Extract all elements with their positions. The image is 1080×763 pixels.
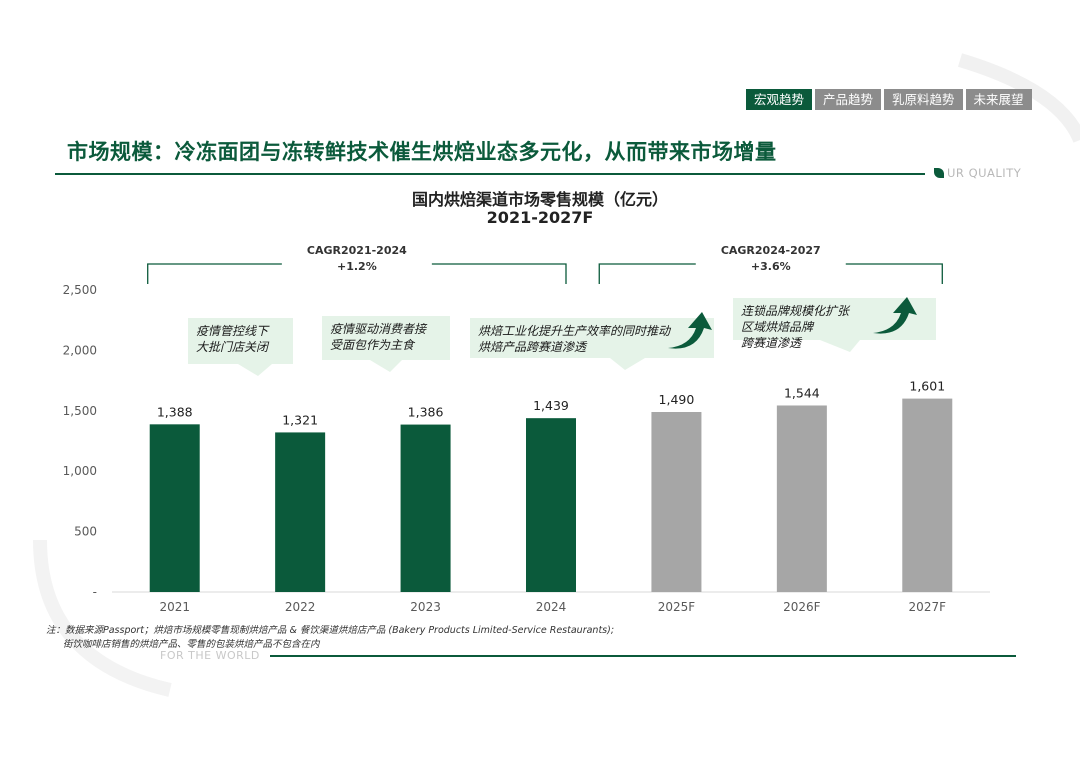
footer-tag: FOR THE WORLD bbox=[160, 649, 260, 662]
bar-2022 bbox=[275, 432, 326, 592]
data-label: 1,321 bbox=[282, 412, 318, 427]
callout-bread-staple-text: 受面包作为主食 bbox=[330, 338, 416, 352]
y-tick-label: 500 bbox=[74, 525, 97, 539]
data-label: 1,544 bbox=[784, 385, 820, 400]
footer-divider bbox=[270, 655, 1016, 657]
callout-pandemic-closure-box bbox=[188, 318, 293, 364]
chart-subtitle: 2021-2027F bbox=[486, 208, 594, 227]
cagr-2024-2027-bracket-left bbox=[598, 263, 696, 284]
callout-chain-expansion-text: 区域烘焙品牌 bbox=[741, 320, 815, 334]
cagr-2021-2024-bracket-right bbox=[431, 263, 567, 284]
x-tick-label: 2027F bbox=[909, 600, 947, 614]
brand-tag-text: UR QUALITY bbox=[947, 166, 1022, 180]
tab-future-outlook[interactable]: 未来展望 bbox=[965, 89, 1032, 110]
callout-bread-staple-text: 疫情驱动消费者接 bbox=[330, 322, 428, 336]
x-tick-label: 2021 bbox=[159, 600, 190, 614]
x-tick-label: 2026F bbox=[783, 600, 821, 614]
y-tick-label: - bbox=[93, 585, 97, 599]
callout-bread-staple-box bbox=[322, 316, 450, 360]
data-label: 1,490 bbox=[659, 392, 695, 407]
page-title: 市场规模：冷冻面团与冻转鲜技术催生烘焙业态多元化，从而带来市场增量 bbox=[67, 140, 777, 164]
y-tick-label: 1,000 bbox=[63, 464, 97, 478]
y-tick-label: 1,500 bbox=[63, 404, 97, 418]
callout-chain-expansion-pointer bbox=[820, 340, 860, 352]
x-tick-label: 2024 bbox=[536, 600, 567, 614]
bar-2023 bbox=[400, 424, 451, 592]
callout-chain-expansion-text: 跨赛道渗透 bbox=[741, 336, 803, 350]
callout-industrialization-box bbox=[470, 318, 714, 358]
callout-industrialization-text: 烘焙产品跨赛道渗透 bbox=[478, 340, 588, 354]
cagr-2021-2024-bracket-left bbox=[147, 263, 282, 284]
footnote-source: 注：数据来源Passport；烘焙市场规模零售现制烘焙产品 & 餐饮渠道烘焙店产… bbox=[46, 625, 615, 636]
callout-industrialization-pointer bbox=[610, 358, 645, 370]
cagr-2024-2027-label: CAGR2024-2027 bbox=[721, 244, 821, 257]
callout-pandemic-closure-text: 大批门店关闭 bbox=[196, 340, 270, 354]
bar-2026F bbox=[776, 405, 827, 592]
brand-tag: UR QUALITY bbox=[934, 166, 1021, 180]
title-divider bbox=[55, 173, 925, 175]
footnote-exclusion: 街饮咖啡店销售的烘焙产品、零售的包装烘焙产品不包含在内 bbox=[63, 639, 320, 650]
bar-2027F bbox=[902, 398, 953, 592]
bar-2025F bbox=[651, 412, 702, 592]
chart-title: 国内烘焙渠道市场零售规模（亿元） bbox=[411, 190, 668, 209]
callout-chain-expansion-text: 连锁品牌规模化扩张 bbox=[741, 304, 851, 318]
cagr-2021-2024-value: +1.2% bbox=[337, 260, 377, 273]
callout-pandemic-closure-text: 疫情管控线下 bbox=[196, 324, 270, 338]
data-label: 1,439 bbox=[533, 398, 569, 413]
data-label: 1,388 bbox=[157, 404, 193, 419]
x-tick-label: 2022 bbox=[285, 600, 316, 614]
growth-arrow-icon bbox=[873, 297, 917, 334]
tab-dairy-ingredient-trends[interactable]: 乳原料趋势 bbox=[884, 89, 963, 110]
tab-macro-trends[interactable]: 宏观趋势 bbox=[746, 89, 813, 110]
bar-2024 bbox=[526, 418, 576, 592]
y-tick-label: 2,500 bbox=[63, 283, 97, 297]
cagr-2024-2027-bracket-right bbox=[845, 263, 943, 284]
cagr-2021-2024-label: CAGR2021-2024 bbox=[307, 244, 407, 257]
growth-arrow-icon bbox=[668, 312, 712, 349]
tab-product-trends[interactable]: 产品趋势 bbox=[815, 89, 882, 110]
data-label: 1,601 bbox=[909, 379, 945, 394]
x-tick-label: 2025F bbox=[658, 600, 696, 614]
leaf-logo-icon bbox=[934, 168, 944, 178]
y-tick-label: 2,000 bbox=[63, 343, 97, 357]
callout-industrialization-text: 烘焙工业化提升生产效率的同时推动 bbox=[478, 324, 672, 338]
data-label: 1,386 bbox=[408, 405, 444, 420]
section-tabs: 宏观趋势 产品趋势 乳原料趋势 未来展望 bbox=[746, 89, 1032, 110]
x-tick-label: 2023 bbox=[410, 600, 441, 614]
callout-pandemic-closure-pointer bbox=[238, 364, 272, 376]
callout-bread-staple-pointer bbox=[370, 360, 402, 372]
cagr-2024-2027-value: +3.6% bbox=[751, 260, 791, 273]
bar-2021 bbox=[149, 424, 200, 592]
